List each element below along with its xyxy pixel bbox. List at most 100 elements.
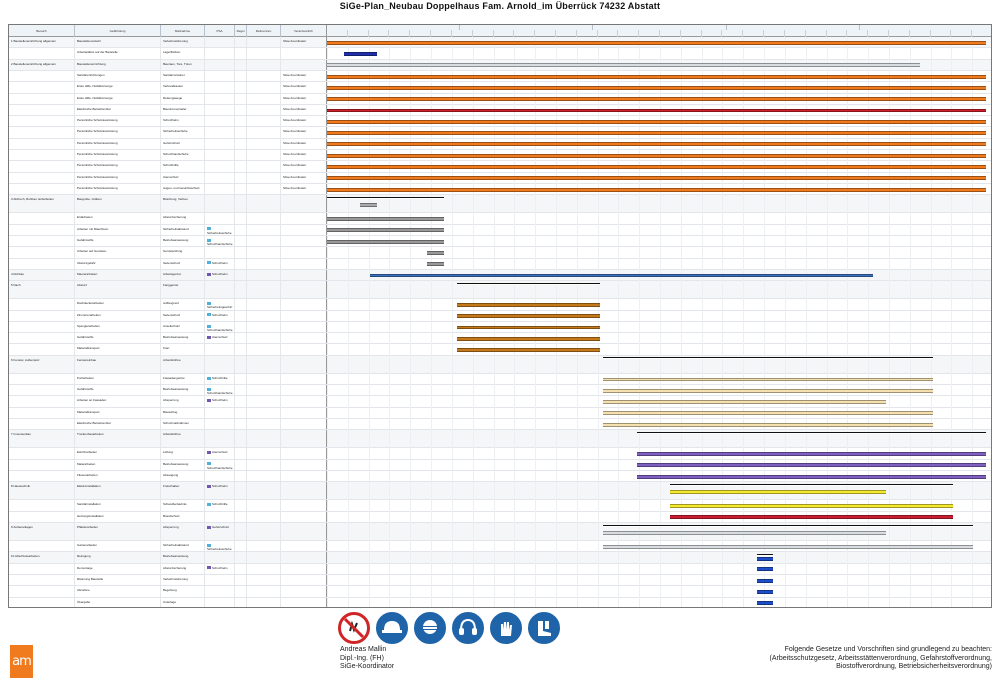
cell-text: Gerüstprüfung xyxy=(163,249,183,254)
cell-refs xyxy=(247,333,281,344)
gantt-bar xyxy=(456,302,601,307)
cell-mass: Sanitärcontainer xyxy=(161,70,205,82)
cell-gef: Persönliche Schutzausrüstung xyxy=(75,127,161,138)
gantt-bar xyxy=(603,411,934,416)
cell-verant xyxy=(281,511,327,523)
gantt-bar xyxy=(327,131,987,136)
table-row: Persönliche Schutzausrüstung Schutzhandsc… xyxy=(9,150,991,162)
cell-bereich xyxy=(9,70,75,82)
cell-text: Absturzsicherung xyxy=(163,215,187,220)
cell-verant xyxy=(281,213,327,224)
cell-bereich: 6 Fenster, Außenputz xyxy=(9,355,75,373)
cell-mass: Böschung, Verbau xyxy=(161,195,205,213)
cell-psa xyxy=(205,70,235,82)
cell-psa: Schutzhelm xyxy=(205,396,235,407)
cell-regel xyxy=(235,575,247,586)
cell-verant xyxy=(281,419,327,430)
cell-gef: Sanitäreinrichtungen xyxy=(75,70,161,82)
gantt-bar xyxy=(603,531,887,536)
cell-mass: Fassadengerüst xyxy=(161,373,205,385)
gantt-bar xyxy=(343,51,377,56)
cell-text: Gehörschutz xyxy=(212,525,230,530)
cell-mass: Absaugung xyxy=(161,471,205,482)
cell-verant xyxy=(281,459,327,471)
cell-text: Estricharbeiten xyxy=(77,450,98,455)
cell-text: Erdarbeiten xyxy=(77,215,93,220)
table-row: Persönliche Schutzausrüstung Atemschutz Si… xyxy=(9,172,991,184)
cell-text: Materialtransport xyxy=(77,409,100,414)
cell-gef: Elektroinstallation xyxy=(75,482,161,500)
cell-text: SiGe-Koordinator xyxy=(283,163,307,168)
cell-psa: Schutzhelm xyxy=(205,563,235,575)
cell-mass: Rettungswege xyxy=(161,93,205,104)
psa-chip-icon xyxy=(207,485,211,489)
timeline-week xyxy=(535,30,556,37)
cell-text: Arbeiten mit Maschinen xyxy=(77,226,109,231)
cell-verant xyxy=(281,48,327,59)
coordinator-role: SiGe-Koordinator xyxy=(340,663,395,670)
cell-text: Fanggerüst xyxy=(163,283,179,288)
cell-verant xyxy=(281,396,327,407)
cell-regel xyxy=(235,224,247,235)
cell-verant xyxy=(281,355,327,373)
cell-psa xyxy=(205,213,235,224)
cell-psa: Schutzhandschuhe xyxy=(205,385,235,396)
gantt-bar xyxy=(669,515,954,520)
cell-bereich: 7 Innenausbau xyxy=(9,430,75,448)
cell-text: Arbeitsgerüst xyxy=(163,271,181,276)
cell-refs xyxy=(247,407,281,419)
cell-text: Persönliche Schutzausrüstung xyxy=(77,129,118,134)
cell-gef: Abnahme xyxy=(75,586,161,597)
no-access-icon xyxy=(338,612,370,644)
psa-chip-icon xyxy=(207,503,211,507)
cell-refs xyxy=(247,213,281,224)
cell-bereich xyxy=(9,563,75,575)
cell-text: Maurerarbeiten xyxy=(77,271,98,276)
cell-text: Sanitäreinrichtungen xyxy=(77,72,105,77)
gantt-bar xyxy=(603,388,934,393)
cell-refs xyxy=(247,575,281,586)
timeline-week xyxy=(577,30,598,37)
cell-gef: Fliesenarbeiten xyxy=(75,471,161,482)
cell-text: Sicherheitsgeschirr xyxy=(207,305,233,310)
grid-line xyxy=(389,37,391,607)
cell-bereich xyxy=(9,48,75,59)
cell-refs xyxy=(247,82,281,93)
gantt-bar xyxy=(327,142,987,147)
cell-psa xyxy=(205,281,235,299)
cell-gef: Absturzgefahr xyxy=(75,258,161,269)
cell-psa: Schutzbrille xyxy=(205,500,235,511)
cell-refs xyxy=(247,37,281,48)
cell-verant xyxy=(281,597,327,607)
grid-line xyxy=(888,37,890,607)
psa-chip-icon xyxy=(207,324,211,328)
cell-regel xyxy=(235,138,247,150)
grid-line xyxy=(868,37,870,607)
cell-text: Arbeiten an Fassaden xyxy=(77,398,107,403)
cell-text: Atemschutz xyxy=(212,335,228,340)
cell-text: Seitenschutz xyxy=(163,260,181,265)
cell-gef: Pflasterarbeiten xyxy=(75,523,161,541)
cell-verant: SiGe-Koordinator xyxy=(281,70,327,82)
table-row: Übergabe Unterlage xyxy=(9,597,991,607)
cell-text: Erste Hilfe, Notfallvorsorge xyxy=(77,95,113,100)
cell-verant xyxy=(281,310,327,321)
cell-bereich xyxy=(9,235,75,247)
cell-mass: Schweißerlaubnis xyxy=(161,500,205,511)
cell-text: SiGe-Koordinator xyxy=(283,118,307,123)
timeline-week xyxy=(827,30,848,37)
timeline-week xyxy=(514,30,536,37)
cell-text: Schutzhandschuhe xyxy=(163,152,189,157)
cell-verant xyxy=(281,448,327,459)
gantt-bar xyxy=(756,578,774,583)
cell-gef: Malerarbeiten xyxy=(75,459,161,471)
cell-bereich: 9 Außenanlagen xyxy=(9,523,75,541)
gantt-bar xyxy=(327,228,444,233)
cell-refs xyxy=(247,258,281,269)
cell-text: Absaugung xyxy=(163,473,179,478)
cell-text: SiGe-Koordinator xyxy=(283,185,307,190)
grid-line xyxy=(951,37,953,607)
table-row: Abnahme Begehung xyxy=(9,586,991,598)
cell-psa xyxy=(205,355,235,373)
cell-regel xyxy=(235,355,247,373)
